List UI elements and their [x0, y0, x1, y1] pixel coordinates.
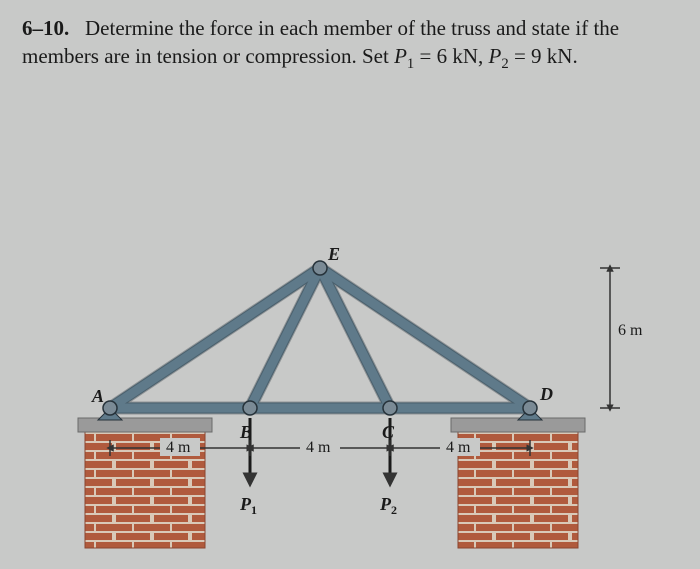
dimension-right	[600, 268, 620, 408]
label-C: C	[382, 422, 395, 442]
left-pier	[78, 418, 212, 548]
label-B: B	[239, 422, 252, 442]
dim-4m-2: 4 m	[306, 439, 331, 456]
label-D: D	[539, 384, 553, 404]
label-P1: P1	[239, 494, 257, 517]
truss-members	[110, 268, 530, 408]
dim-4m-3: 4 m	[446, 439, 471, 456]
truss-diagram: A B C D E P1 P2 4 m 4 m 4 m 6 m	[0, 0, 700, 569]
label-A: A	[91, 386, 104, 406]
label-P2: P2	[379, 494, 397, 517]
dim-6m: 6 m	[618, 322, 643, 339]
dim-4m-1: 4 m	[166, 439, 191, 456]
nodes	[103, 261, 537, 415]
label-E: E	[327, 244, 340, 264]
right-pier	[451, 418, 585, 548]
